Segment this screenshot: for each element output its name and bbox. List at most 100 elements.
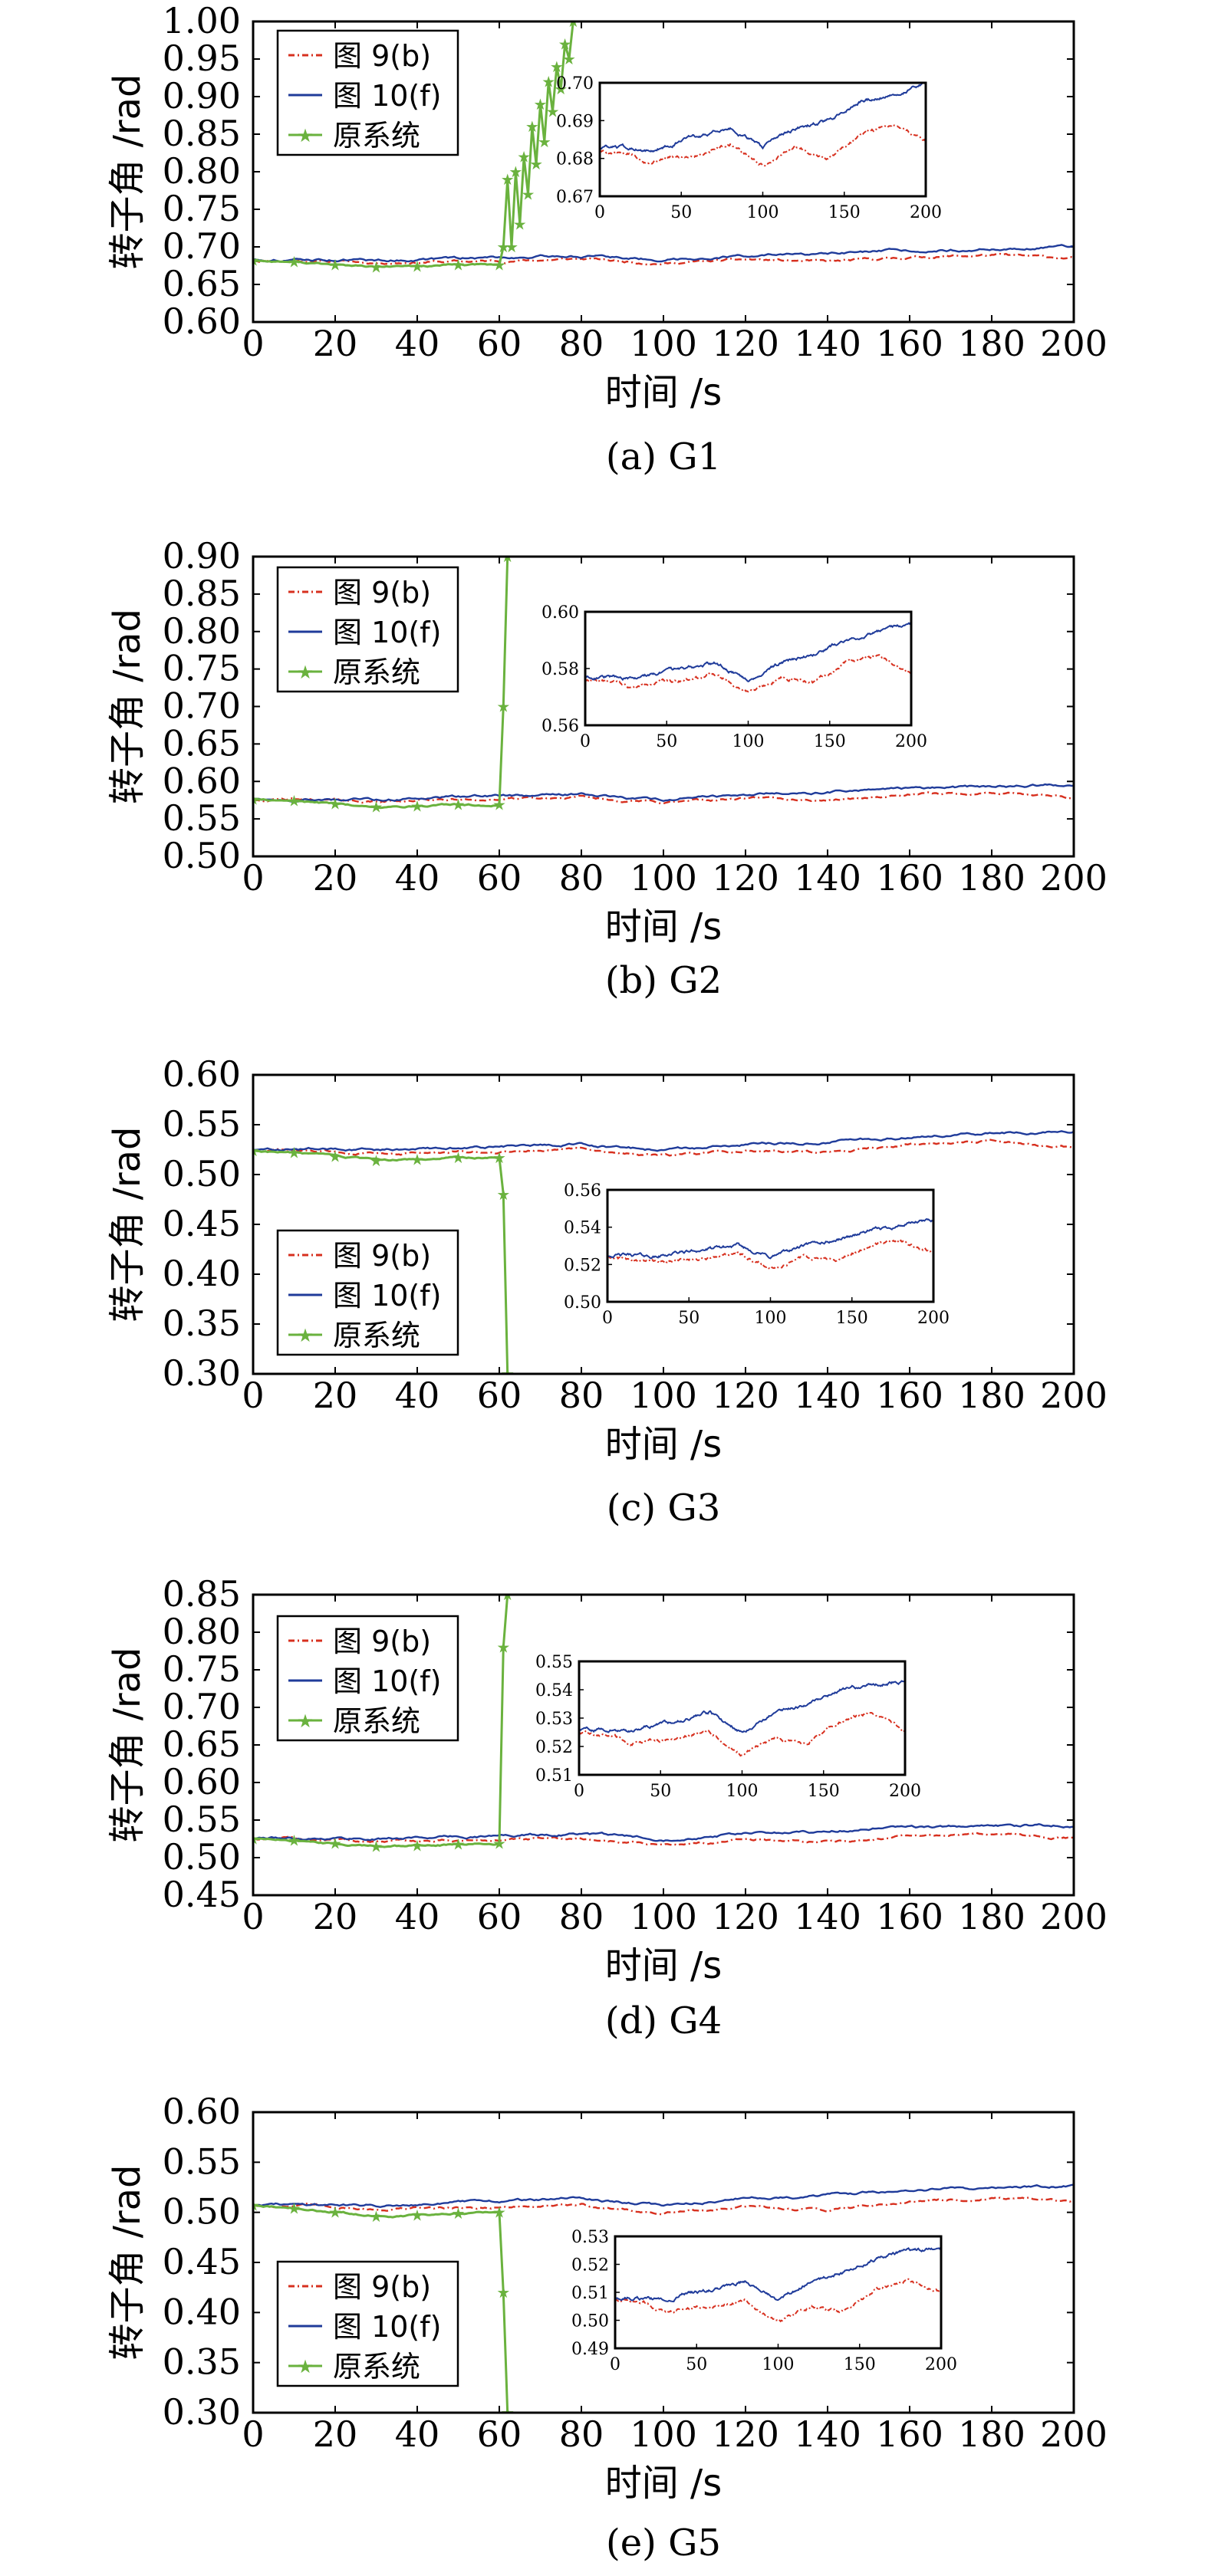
series-line-2 bbox=[253, 2183, 1074, 2209]
series-marker: ★ bbox=[513, 215, 527, 234]
series-marker: ★ bbox=[410, 1151, 424, 1169]
x-tick-label: 0 bbox=[242, 1375, 264, 1416]
y-tick-label: 0.30 bbox=[163, 1352, 241, 1394]
x-axis-label: 时间 /s bbox=[605, 2462, 722, 2505]
y-tick-label: 0.70 bbox=[163, 685, 241, 727]
y-tick-label: 0.75 bbox=[163, 648, 241, 689]
inset-x-tick-label: 100 bbox=[726, 1782, 759, 1801]
inset-y-tick-label: 0.58 bbox=[541, 660, 579, 679]
y-tick-label: 0.50 bbox=[163, 835, 241, 876]
legend-label: 图 10(f) bbox=[333, 2310, 441, 2344]
inset-y-tick-label: 0.50 bbox=[571, 2312, 609, 2331]
inset-y-tick-label: 0.56 bbox=[541, 717, 579, 736]
legend-label: 图 10(f) bbox=[333, 1279, 441, 1313]
legend-label: 原系统 bbox=[333, 1319, 420, 1352]
y-tick-label: 0.55 bbox=[163, 1103, 241, 1145]
inset: 0 50 100 150 200 0.56 0.58 0.60 bbox=[541, 603, 927, 751]
series-marker: ★ bbox=[509, 163, 522, 181]
x-tick-label: 160 bbox=[876, 1375, 943, 1416]
y-tick-label: 0.45 bbox=[163, 1203, 241, 1244]
x-tick-label: 20 bbox=[313, 1375, 358, 1416]
x-tick-label: 120 bbox=[712, 857, 779, 899]
inset-series-line-1 bbox=[585, 654, 911, 693]
series-marker: ★ bbox=[288, 1143, 301, 1162]
y-tick-label: 0.50 bbox=[163, 2191, 241, 2233]
series-marker: ★ bbox=[492, 1148, 506, 1167]
x-tick-label: 200 bbox=[1040, 857, 1108, 899]
y-axis-label: 转子角 /rad bbox=[106, 609, 149, 804]
series-marker: ★ bbox=[501, 1585, 515, 1604]
y-tick-label: 0.80 bbox=[163, 1611, 241, 1652]
y-tick-label: 0.60 bbox=[163, 1761, 241, 1802]
chart-panel-3: 0 20 40 60 80 100 120 140 160 180 200 0.30 0.35 0.40 0… bbox=[106, 1053, 1108, 1530]
plot-frame bbox=[252, 555, 1075, 858]
inset-y-tick-label: 0.53 bbox=[535, 1710, 573, 1729]
series-line-2 bbox=[253, 1130, 1074, 1152]
inset-bg bbox=[579, 1661, 905, 1775]
legend-label: 原系统 bbox=[333, 119, 420, 153]
panel-caption: (c) G3 bbox=[607, 1487, 720, 1530]
series-marker: ★ bbox=[505, 238, 518, 256]
chart-panel-1: 0 20 40 60 80 100 120 140 160 180 2000.600.650.700… bbox=[106, 0, 1108, 478]
legend-marker: ★ bbox=[297, 1710, 314, 1732]
inset-y-tick-label: 0.69 bbox=[556, 112, 594, 131]
inset-series-line-1 bbox=[579, 1711, 905, 1757]
inset-x-tick-label: 100 bbox=[747, 203, 779, 222]
inset-x-tick-label: 200 bbox=[895, 732, 927, 751]
y-tick-label: 0.65 bbox=[163, 722, 241, 764]
y-tick-label: 0.85 bbox=[163, 1573, 241, 1615]
plot-area: ★ ★ ★ ★ ★ ★ ★★★★★★★★★★★★★★★★★★★ bbox=[253, 21, 1074, 276]
y-axis-label: 转子角 /rad bbox=[106, 1126, 149, 1322]
series-line-2 bbox=[253, 783, 1074, 803]
inset-x-tick-label: 50 bbox=[656, 732, 677, 751]
x-tick-label: 140 bbox=[794, 323, 861, 364]
plot-frame bbox=[252, 20, 1075, 324]
x-tick-label: 40 bbox=[395, 857, 440, 899]
inset-x-tick-label: 200 bbox=[925, 2355, 957, 2374]
series-marker: ★ bbox=[410, 2206, 424, 2225]
x-tick-label: 140 bbox=[794, 857, 861, 899]
x-tick-label: 160 bbox=[876, 857, 943, 899]
series-marker: ★ bbox=[554, 80, 568, 98]
inset-plot-area bbox=[607, 1217, 933, 1270]
x-tick-label: 80 bbox=[559, 1896, 604, 1937]
y-axis-label: 转子角 /rad bbox=[106, 74, 149, 269]
chart-panel-4: 0 20 40 60 80 100 120 140 160 180 2000.450.500.550… bbox=[106, 1573, 1108, 2042]
series-marker: ★ bbox=[496, 698, 510, 716]
chart-panel-2: 0 20 40 60 80 100 120 140 160 180 2000.500.550.600… bbox=[106, 535, 1108, 1002]
series-marker: ★ bbox=[246, 1830, 260, 1848]
y-tick-label: 0.75 bbox=[163, 1648, 241, 1690]
series-marker: ★ bbox=[501, 170, 515, 189]
x-tick-label: 0 bbox=[242, 857, 264, 899]
series-marker: ★ bbox=[562, 50, 576, 68]
panel-caption: (d) G4 bbox=[605, 1999, 722, 2042]
series-marker: ★ bbox=[246, 2196, 260, 2215]
inset-x-tick-label: 50 bbox=[678, 1309, 699, 1328]
inset: 0 50 100 150 200 0.49 0.50 0.51 0.52 0.53 bbox=[571, 2228, 957, 2374]
series-marker: ★ bbox=[529, 155, 543, 173]
legend-label: 图 9(b) bbox=[333, 2270, 431, 2304]
series-marker: ★ bbox=[328, 1834, 342, 1852]
y-tick-label: 0.35 bbox=[163, 1303, 241, 1344]
series-marker: ★ bbox=[410, 257, 424, 275]
x-tick-label: 20 bbox=[313, 1896, 358, 1937]
series-marker: ★ bbox=[538, 133, 551, 151]
x-tick-label: 100 bbox=[630, 323, 697, 364]
inset-y-tick-label: 0.53 bbox=[571, 2228, 609, 2247]
x-tick-label: 140 bbox=[794, 2413, 861, 2455]
inset-y-tick-label: 0.68 bbox=[556, 150, 594, 169]
inset-plot-area bbox=[579, 1680, 905, 1757]
x-tick-label: 20 bbox=[313, 857, 358, 899]
legend: 图 9(b) 图 10(f) ★ 原系统 bbox=[276, 566, 459, 693]
y-axis-label: 转子角 /rad bbox=[106, 2164, 149, 2360]
inset-series-line-2 bbox=[615, 2246, 941, 2303]
series-line-3 bbox=[253, 1149, 509, 1374]
series-line-3 bbox=[253, 2203, 509, 2413]
series-marker: ★ bbox=[328, 1148, 342, 1166]
inset-series-line-2 bbox=[607, 1217, 933, 1260]
series-marker: ★ bbox=[370, 1152, 383, 1170]
x-tick-label: 40 bbox=[395, 2413, 440, 2455]
x-tick-label: 180 bbox=[958, 1375, 1025, 1416]
x-axis-label: 时间 /s bbox=[605, 1944, 722, 1987]
